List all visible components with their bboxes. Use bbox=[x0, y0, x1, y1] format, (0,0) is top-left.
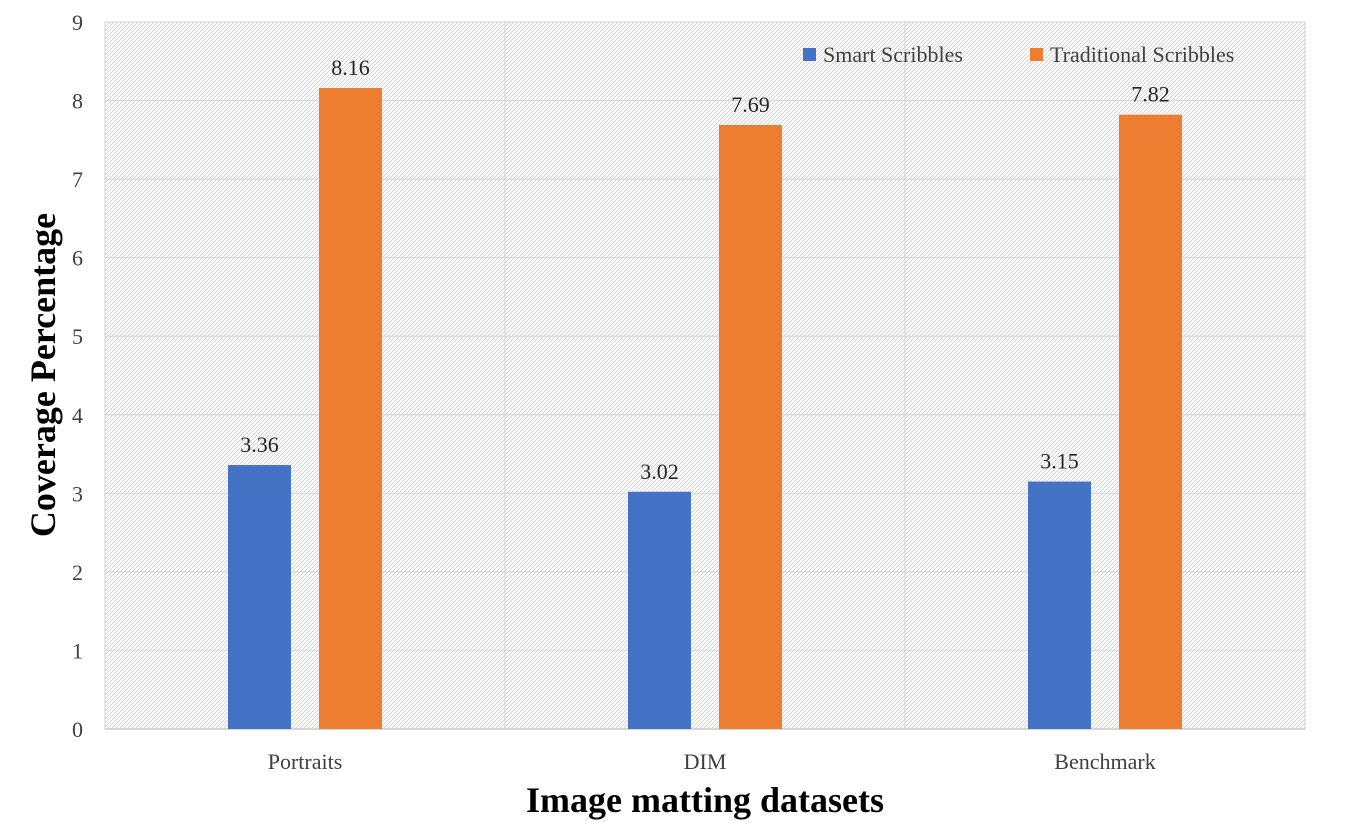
y-tick-label: 1 bbox=[72, 638, 83, 663]
bar-smart-scribbles bbox=[1028, 481, 1091, 729]
data-label: 8.16 bbox=[331, 55, 370, 80]
bars bbox=[228, 87, 1182, 729]
y-tick-label: 0 bbox=[72, 717, 83, 742]
legend-label: Traditional Scribbles bbox=[1050, 42, 1234, 67]
y-tick-label: 5 bbox=[72, 324, 83, 349]
data-label: 3.36 bbox=[240, 432, 279, 457]
x-axis-title: Image matting datasets bbox=[526, 780, 884, 820]
data-labels: 3.36 8.16 3.02 7.69 3.15 7.82 bbox=[240, 55, 1170, 484]
bar-traditional-scribbles bbox=[719, 124, 782, 729]
plot-area-background bbox=[105, 22, 1305, 729]
x-tick-label: Benchmark bbox=[1054, 749, 1155, 774]
y-tick-label: 4 bbox=[72, 403, 83, 428]
x-tick-label: Portraits bbox=[268, 749, 343, 774]
bar-smart-scribbles bbox=[628, 491, 691, 729]
y-axis-title: Coverage Percentage bbox=[23, 213, 63, 537]
legend-swatch bbox=[1030, 48, 1043, 61]
y-tick-label: 8 bbox=[72, 89, 83, 114]
y-tick-label: 6 bbox=[72, 246, 83, 271]
y-tick-label: 3 bbox=[72, 481, 83, 506]
y-tick-label: 2 bbox=[72, 560, 83, 585]
y-tick-label: 7 bbox=[72, 167, 83, 192]
legend: Smart Scribbles Traditional Scribbles bbox=[803, 42, 1234, 67]
legend-swatch bbox=[803, 48, 816, 61]
data-label: 7.69 bbox=[731, 92, 770, 117]
plot-area-border bbox=[104, 21, 1306, 730]
bar-traditional-scribbles bbox=[319, 87, 382, 729]
bar-traditional-scribbles bbox=[1119, 114, 1182, 729]
x-tick-label: DIM bbox=[684, 749, 727, 774]
data-label: 7.82 bbox=[1131, 82, 1170, 107]
y-tick-label: 9 bbox=[72, 10, 83, 35]
bar-smart-scribbles bbox=[228, 465, 291, 729]
tick-labels: 0 1 2 3 4 5 6 7 8 9 Portraits DIM Benchmark bbox=[72, 10, 1156, 774]
data-label: 3.15 bbox=[1040, 449, 1079, 474]
data-label: 3.02 bbox=[640, 459, 679, 484]
legend-label: Smart Scribbles bbox=[823, 42, 963, 67]
